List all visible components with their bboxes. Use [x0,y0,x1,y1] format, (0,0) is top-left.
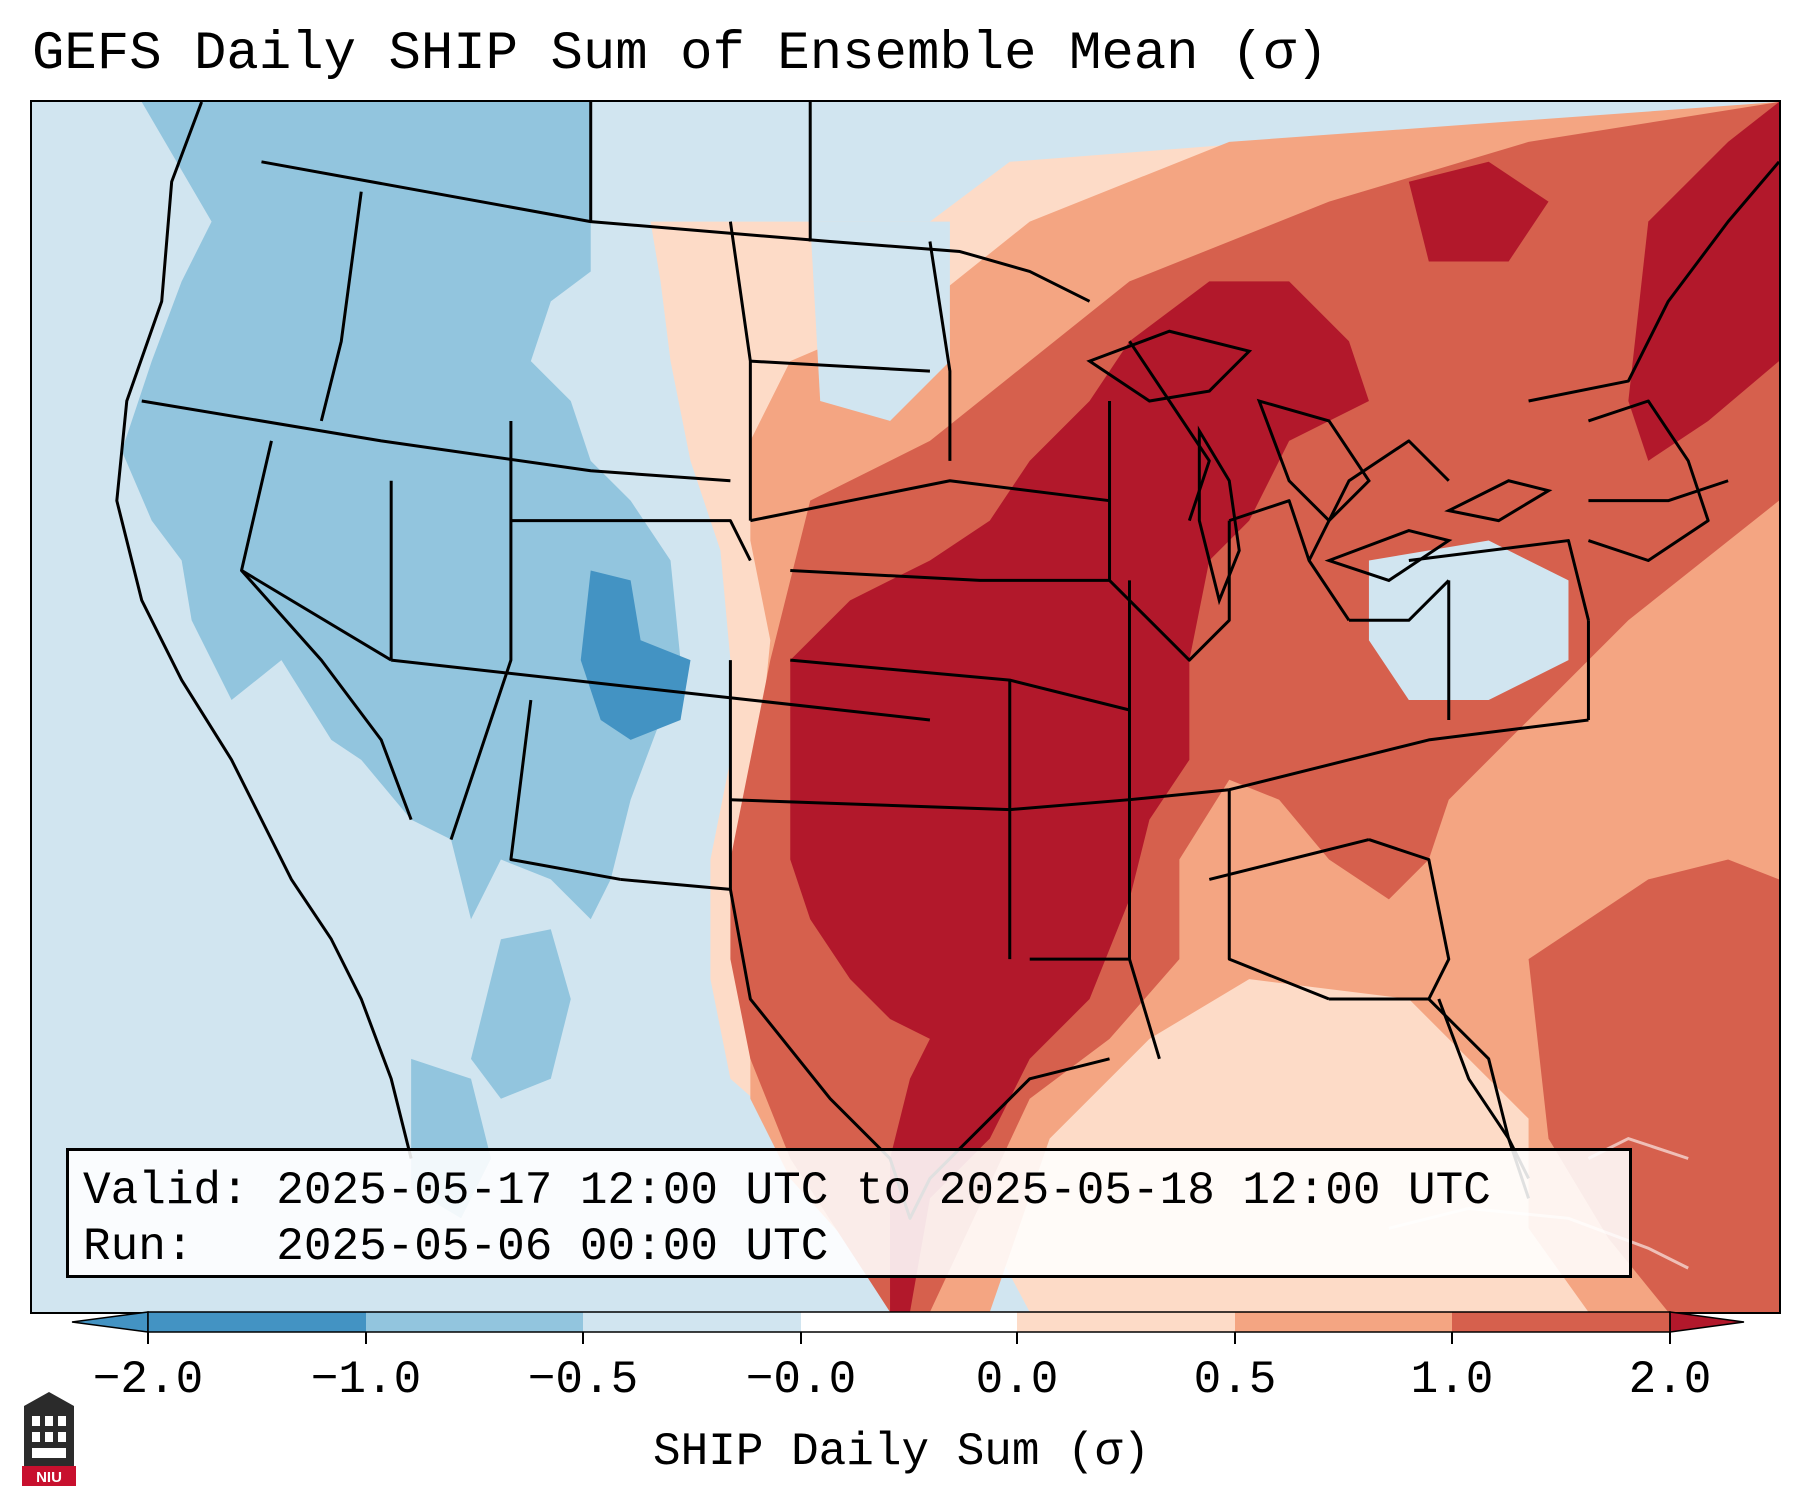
tick-label: −0.0 [746,1354,856,1406]
colorbar-bin [1452,1312,1670,1332]
niu-tower-icon: NIU [22,1392,76,1486]
colorbar: −2.0 −1.0 −0.5 −0.0 0.0 0.5 1.0 2.0 [71,1311,1745,1406]
tick-label: −0.5 [528,1354,638,1406]
colorbar-label: SHIP Daily Sum (σ) [653,1426,1150,1478]
anomaly-light-blue-west [121,102,681,920]
anomaly-dark-red-canada [1408,161,1549,262]
run-label: Run: [83,1221,194,1273]
tick-label: 0.5 [1194,1354,1277,1406]
valid-run-info-box: Valid: 2025-05-17 12:00 UTC to 2025-05-1… [66,1148,1632,1278]
colorbar-min-extend [71,1311,149,1333]
anomaly-light-blue-mid-atlantic [1368,540,1569,701]
anomaly-dark-red-ne [1628,102,1779,461]
colorbar-bin [366,1312,583,1332]
run-value: 2025-05-06 00:00 UTC [276,1221,829,1273]
anomaly-mid-blue-colorado [580,570,691,740]
colorbar-bin [148,1312,366,1332]
map-panel [30,100,1781,1314]
valid-value: 2025-05-17 12:00 UTC to 2025-05-18 12:00… [276,1165,1491,1217]
tick-label: −2.0 [93,1354,203,1406]
colorbar-bin [583,1312,801,1332]
valid-label: Valid: [83,1165,249,1217]
anomaly-dark-red-core [790,281,1369,1312]
colorbar-tick-labels: −2.0 −1.0 −0.5 −0.0 0.0 0.5 1.0 2.0 [93,1354,1712,1406]
colorbar-max-extend [1669,1311,1745,1333]
colorbar-ticks [147,1332,1671,1344]
map-title: GEFS Daily SHIP Sum of Ensemble Mean (σ) [32,24,1329,85]
tick-label: 0.0 [976,1354,1059,1406]
anomaly-light-blue-sw [470,929,571,1099]
colorbar-bin [1235,1312,1452,1332]
tick-label: −1.0 [311,1354,421,1406]
great-lakes [1086,329,1553,606]
ship-anomaly-map [32,102,1779,1312]
colorbar-bin [1017,1312,1235,1332]
colorbar-bin [801,1312,1017,1332]
tick-label: 1.0 [1411,1354,1494,1406]
colorbar-outline [147,1311,1671,1333]
tick-label: 2.0 [1629,1354,1712,1406]
logo-text: NIU [36,1469,62,1486]
